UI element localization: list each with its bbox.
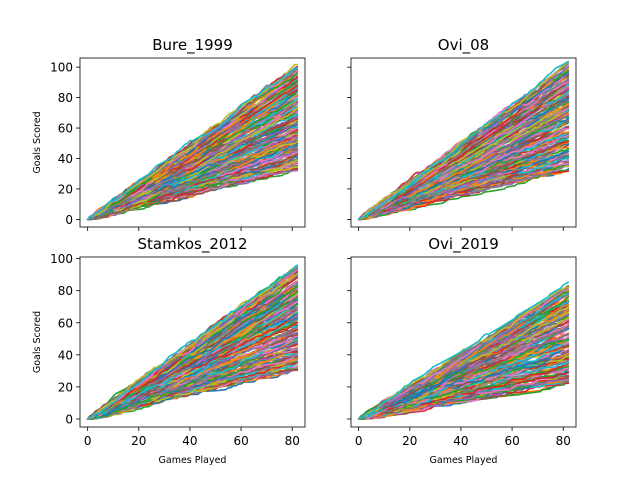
subplot-title: Ovi_08 bbox=[438, 36, 489, 55]
series-line bbox=[357, 142, 570, 221]
subplot-title: Bure_1999 bbox=[152, 36, 233, 55]
x-tick-label: 80 bbox=[556, 434, 571, 448]
subplot-ovi-08: Ovi_08 bbox=[347, 36, 577, 231]
series-group bbox=[86, 63, 299, 221]
x-tick-label: 40 bbox=[453, 434, 468, 448]
x-tick-label: 60 bbox=[233, 434, 248, 448]
y-tick-label: 100 bbox=[50, 252, 73, 266]
x-axis-label: Games Played bbox=[430, 455, 498, 466]
y-tick-label: 80 bbox=[58, 91, 73, 105]
y-tick-label: 40 bbox=[58, 348, 73, 362]
x-tick-label: 60 bbox=[504, 434, 519, 448]
y-tick-label: 40 bbox=[58, 152, 73, 166]
x-tick-label: 20 bbox=[402, 434, 417, 448]
y-tick-label: 20 bbox=[58, 380, 73, 394]
subplot-title: Stamkos_2012 bbox=[137, 235, 247, 254]
y-tick-label: 0 bbox=[65, 412, 73, 426]
y-tick-label: 20 bbox=[58, 182, 73, 196]
x-tick-label: 40 bbox=[182, 434, 197, 448]
series-group bbox=[86, 264, 299, 420]
x-tick-label: 20 bbox=[131, 434, 146, 448]
series-line bbox=[86, 264, 299, 420]
axes-frame bbox=[79, 57, 306, 228]
subplot-ovi-2019: 0 20 40 60 80 Ovi_2019 Games Played bbox=[347, 235, 577, 466]
y-axis-label: Goals Scored bbox=[32, 311, 43, 373]
y-tick-label: 80 bbox=[58, 284, 73, 298]
subplot-bure-1999: 0 20 40 60 80 100 Bure_1999 Goals Scored bbox=[32, 36, 306, 231]
y-tick-label: 0 bbox=[65, 213, 73, 227]
y-tick-label: 100 bbox=[50, 61, 73, 75]
x-tick-label: 0 bbox=[84, 434, 92, 448]
axes-frame bbox=[79, 256, 306, 428]
axes-frame bbox=[350, 256, 577, 428]
y-axis-label: Goals Scored bbox=[32, 111, 43, 173]
y-tick-label: 60 bbox=[58, 316, 73, 330]
subplot-title: Ovi_2019 bbox=[428, 235, 499, 254]
series-line bbox=[357, 281, 570, 420]
series-line bbox=[86, 264, 299, 420]
axes-frame bbox=[350, 57, 577, 228]
series-group bbox=[357, 281, 570, 420]
x-axis-label: Games Played bbox=[159, 455, 227, 466]
x-tick-label: 0 bbox=[355, 434, 363, 448]
y-tick-label: 60 bbox=[58, 122, 73, 136]
series-line bbox=[357, 61, 570, 221]
series-line bbox=[357, 60, 570, 221]
x-tick-label: 80 bbox=[285, 434, 300, 448]
series-group bbox=[357, 60, 570, 221]
series-line bbox=[86, 67, 299, 221]
subplot-stamkos-2012: 0 20 40 60 80 0 20 40 60 80 100 Stamkos_2012 Games P… bbox=[32, 235, 306, 466]
